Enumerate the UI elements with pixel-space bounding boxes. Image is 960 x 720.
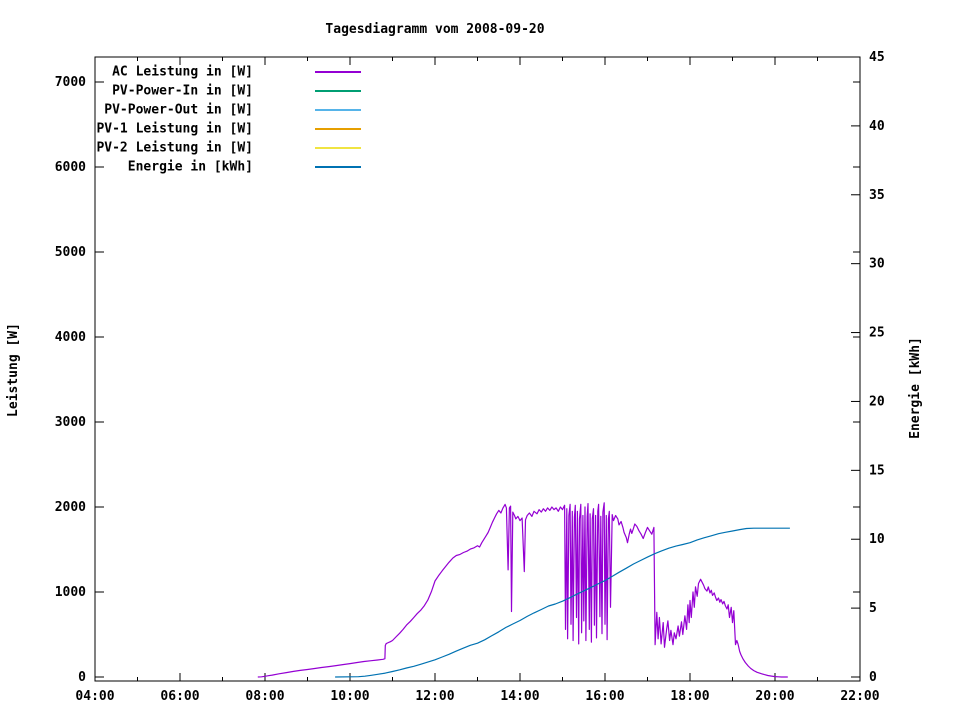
legend-line-swatch <box>315 89 361 92</box>
y-left-tick-label: 1000 <box>55 585 86 600</box>
legend-item-label: PV-1 Leistung in [W] <box>96 121 253 136</box>
x-tick-label: 22:00 <box>840 689 879 704</box>
legend-line-swatch <box>315 165 361 168</box>
x-tick-label: 14:00 <box>500 689 539 704</box>
legend: AC Leistung in [W] PV-Power-In in [W] PV-P… <box>0 62 380 176</box>
y-right-tick-label: 40 <box>869 119 885 134</box>
y-right-tick-label: 5 <box>869 601 877 616</box>
legend-item: PV-1 Leistung in [W] <box>0 119 380 138</box>
legend-item: PV-Power-In in [W] <box>0 81 380 100</box>
y-axis-right-title: Energie [kWh] <box>908 337 923 439</box>
legend-line-swatch <box>315 70 361 73</box>
y-left-tick-label: 7000 <box>55 75 86 90</box>
y-right-tick-label: 15 <box>869 463 885 478</box>
x-tick-label: 12:00 <box>415 689 454 704</box>
legend-line-swatch <box>315 108 361 111</box>
legend-item: PV-Power-Out in [W] <box>0 100 380 119</box>
legend-item: AC Leistung in [W] <box>0 62 380 81</box>
x-tick-label: 16:00 <box>585 689 624 704</box>
legend-item-label: Energie in [kWh] <box>127 159 253 174</box>
y-left-tick-label: 2000 <box>55 500 86 515</box>
legend-item-label: PV-2 Leistung in [W] <box>96 140 253 155</box>
legend-line-swatch <box>315 146 361 149</box>
x-tick-label: 08:00 <box>245 689 284 704</box>
legend-line-swatch <box>315 127 361 130</box>
x-tick-label: 04:00 <box>75 689 114 704</box>
series-line <box>335 527 790 678</box>
y-right-tick-label: 25 <box>869 326 885 341</box>
y-right-tick-label: 20 <box>869 394 885 409</box>
y-right-tick-label: 10 <box>869 532 885 547</box>
y-left-tick-label: 4000 <box>55 330 86 345</box>
x-tick-label: 20:00 <box>755 689 794 704</box>
y-right-tick-label: 45 <box>869 50 885 65</box>
x-tick-label: 18:00 <box>670 689 709 704</box>
y-right-tick-label: 35 <box>869 188 885 203</box>
y-axis-left-title: Leistung [W] <box>6 323 21 417</box>
legend-item-label: AC Leistung in [W] <box>112 64 253 79</box>
x-tick-label: 06:00 <box>160 689 199 704</box>
series-line <box>257 502 788 678</box>
legend-item-label: PV-Power-Out in [W] <box>104 102 253 117</box>
y-left-tick-label: 3000 <box>55 415 86 430</box>
y-left-tick-label: 6000 <box>55 160 86 175</box>
y-left-tick-label: 5000 <box>55 245 86 260</box>
page-title: Tagesdiagramm vom 2008-09-20 <box>325 22 545 37</box>
legend-item: Energie in [kWh] <box>0 157 380 176</box>
legend-item-label: PV-Power-In in [W] <box>112 83 253 98</box>
x-tick-label: 10:00 <box>330 689 369 704</box>
y-right-tick-label: 30 <box>869 257 885 272</box>
y-left-tick-label: 0 <box>78 670 86 685</box>
y-right-tick-label: 0 <box>869 670 877 685</box>
legend-item: PV-2 Leistung in [W] <box>0 138 380 157</box>
